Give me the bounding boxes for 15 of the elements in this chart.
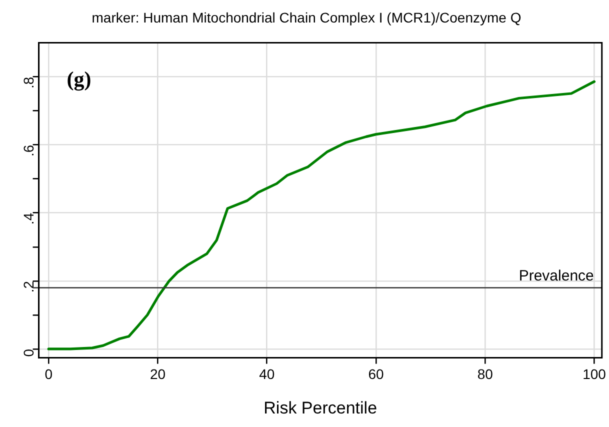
x-axis-title: Risk Percentile <box>264 398 378 418</box>
y-tick-label: 0 <box>20 348 37 357</box>
x-tick-label: 0 <box>44 366 53 382</box>
y-tick-label: .4 <box>20 212 37 225</box>
y-tick-label: .8 <box>20 76 37 89</box>
x-tick-label: 20 <box>150 366 166 382</box>
chart-title: marker: Human Mitochondrial Chain Complex I (MCR1)/Coenzyme Q <box>92 9 522 26</box>
x-tick-label: 60 <box>368 366 384 382</box>
x-tick-label: 80 <box>477 366 494 382</box>
x-tick-label: 100 <box>582 366 606 382</box>
ref-line-label: Prevalence <box>518 267 594 284</box>
x-tick-label: 40 <box>259 366 275 382</box>
y-tick-label: .2 <box>20 280 37 293</box>
y-tick-label: .6 <box>20 144 37 157</box>
annotation: (g) <box>66 67 92 92</box>
